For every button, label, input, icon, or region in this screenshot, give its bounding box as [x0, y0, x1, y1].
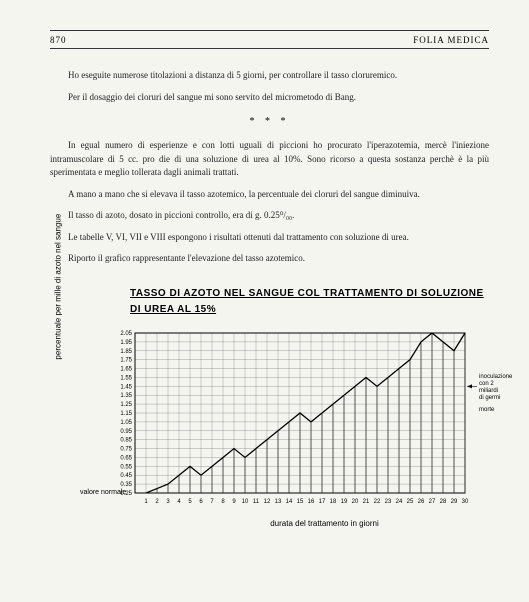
svg-text:1.45: 1.45 — [120, 384, 132, 390]
svg-text:0.45: 0.45 — [120, 473, 132, 479]
svg-text:24: 24 — [396, 499, 403, 505]
svg-text:0.75: 0.75 — [120, 446, 132, 452]
svg-text:0.65: 0.65 — [120, 455, 132, 461]
svg-text:0.85: 0.85 — [120, 437, 132, 443]
page-header: 870 FOLIA MEDICA — [50, 35, 489, 49]
svg-text:10: 10 — [242, 499, 249, 505]
chart-area: percentuale per mille di azoto nel sangu… — [80, 328, 489, 528]
chart-title-line2: DI UREA AL 15% — [130, 302, 489, 318]
svg-text:25: 25 — [407, 499, 414, 505]
svg-text:5: 5 — [188, 499, 192, 505]
svg-text:7: 7 — [210, 499, 214, 505]
header-rule-top — [50, 30, 489, 31]
x-axis-label: durata del trattamento in giorni — [160, 519, 489, 528]
paragraph: A mano a mano che si elevava il tasso az… — [50, 188, 489, 202]
section-separator: * * * — [50, 116, 489, 127]
svg-text:23: 23 — [385, 499, 392, 505]
paragraph: In egual numero di esperienze e con lott… — [50, 139, 489, 180]
valore-normale-label: valore normale — [80, 489, 126, 496]
svg-text:4: 4 — [177, 499, 181, 505]
svg-text:1.85: 1.85 — [120, 348, 132, 354]
page-container: 870 FOLIA MEDICA Ho eseguite numerose ti… — [0, 0, 529, 548]
svg-text:1.25: 1.25 — [120, 402, 132, 408]
svg-text:1.75: 1.75 — [120, 357, 132, 363]
svg-text:2.05: 2.05 — [120, 331, 132, 337]
svg-text:1: 1 — [144, 499, 148, 505]
chart-title-block: TASSO DI AZOTO NEL SANGUE COL TRATTAMENT… — [130, 286, 489, 318]
svg-text:12: 12 — [264, 499, 271, 505]
svg-text:16: 16 — [308, 499, 315, 505]
line-chart: 2.05 1.95 1.85 1.75 1.65 1.55 1.45 1.35 1.25 1.15… — [80, 328, 520, 511]
journal-name: FOLIA MEDICA — [413, 35, 489, 45]
svg-text:1.35: 1.35 — [120, 393, 132, 399]
paragraph: Le tabelle V, VI, VII e VIII espongono i… — [50, 231, 489, 245]
svg-text:18: 18 — [330, 499, 337, 505]
svg-text:13: 13 — [275, 499, 282, 505]
svg-text:30: 30 — [462, 499, 469, 505]
paragraph: Ho eseguite numerose titolazioni a dista… — [50, 69, 489, 83]
svg-text:26: 26 — [418, 499, 425, 505]
svg-text:1.65: 1.65 — [120, 366, 132, 372]
svg-text:28: 28 — [440, 499, 447, 505]
paragraph: Il tasso di azoto, dosato in piccioni co… — [50, 209, 489, 223]
svg-text:2: 2 — [155, 499, 159, 505]
page-number: 870 — [50, 35, 67, 45]
svg-text:29: 29 — [451, 499, 458, 505]
svg-text:1.55: 1.55 — [120, 375, 132, 381]
annotation-line: di germi — [479, 395, 512, 402]
svg-text:3: 3 — [166, 499, 170, 505]
svg-text:9: 9 — [232, 499, 236, 505]
svg-text:19: 19 — [341, 499, 348, 505]
chart-title-line1: TASSO DI AZOTO NEL SANGUE COL TRATTAMENT… — [130, 286, 489, 302]
svg-text:14: 14 — [286, 499, 293, 505]
paragraph: Per il dosaggio dei cloruri del sangue m… — [50, 91, 489, 105]
svg-text:11: 11 — [253, 499, 260, 505]
y-axis-label: percentuale per mille di azoto nel sangu… — [54, 213, 63, 359]
svg-text:27: 27 — [429, 499, 436, 505]
svg-text:20: 20 — [352, 499, 359, 505]
annotation-line: con 2 miliardi — [479, 381, 512, 395]
svg-text:0.35: 0.35 — [120, 482, 132, 488]
svg-text:17: 17 — [319, 499, 326, 505]
svg-text:1.15: 1.15 — [120, 411, 132, 417]
svg-text:21: 21 — [363, 499, 370, 505]
chart-annotation: inoculazione con 2 miliardi di germi mor… — [479, 374, 512, 414]
annotation-line: inoculazione — [479, 374, 512, 381]
svg-text:1.05: 1.05 — [120, 419, 132, 425]
svg-text:15: 15 — [297, 499, 304, 505]
svg-text:8: 8 — [221, 499, 225, 505]
annotation-line: morte — [479, 407, 512, 414]
svg-text:1.95: 1.95 — [120, 339, 132, 345]
svg-text:6: 6 — [199, 499, 203, 505]
svg-text:0.55: 0.55 — [120, 464, 132, 470]
paragraph: Riporto il grafico rappresentante l'elev… — [50, 252, 489, 266]
svg-text:0.95: 0.95 — [120, 428, 132, 434]
svg-text:22: 22 — [374, 499, 381, 505]
